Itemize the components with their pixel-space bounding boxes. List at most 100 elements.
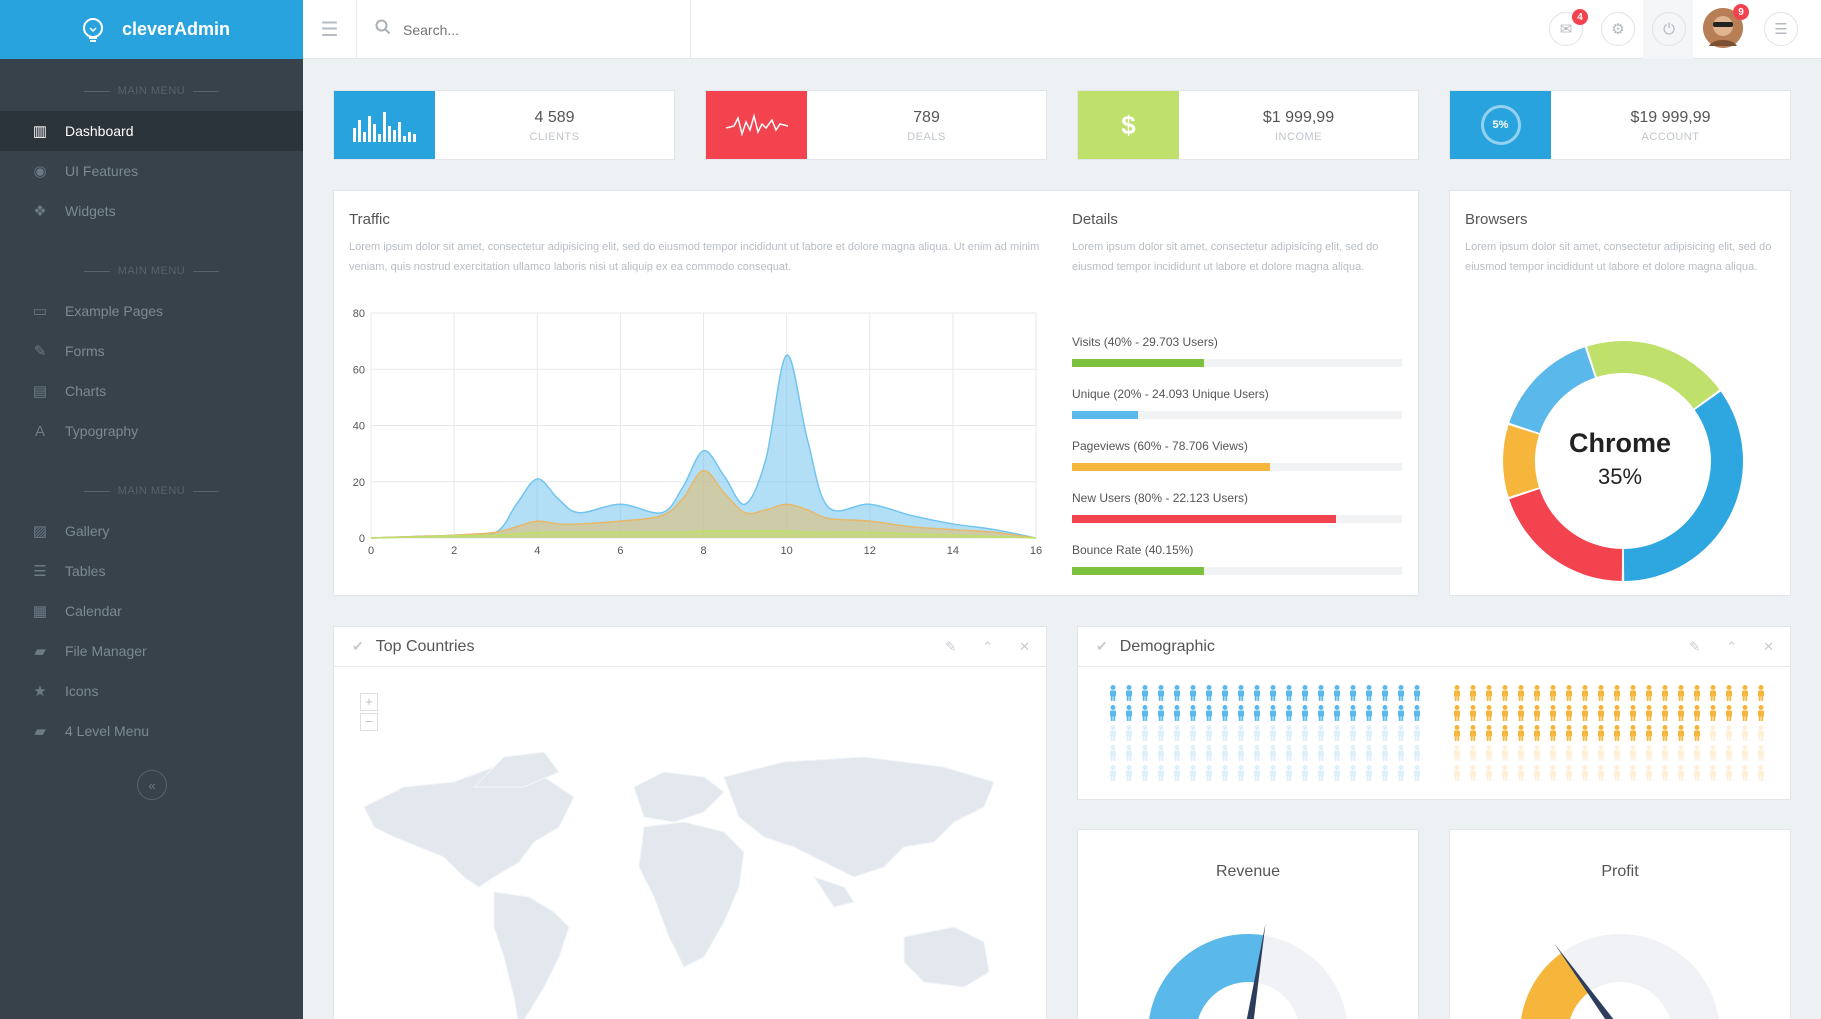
person-icon [1582,765,1588,781]
sidebar-item-label: Charts [65,383,107,399]
y-tick-label: 20 [353,477,365,489]
sidebar-item-example-pages[interactable]: ▭ Example Pages [0,291,303,331]
x-tick-label: 0 [368,545,374,557]
chevron-up-icon[interactable]: ⌃ [1726,638,1738,654]
close-icon[interactable]: ✕ [1763,638,1774,654]
person-icon [1190,685,1196,701]
sidebar-item-icons[interactable]: ★ Icons [0,671,303,711]
donut-slice [1503,425,1540,497]
person-icon [1582,685,1588,701]
close-icon[interactable]: ✕ [1019,638,1030,654]
edit-icon: ✎ [33,343,47,360]
sidebar-item-4-level-menu[interactable]: ▰ 4 Level Menu [0,711,303,751]
person-icon [1710,745,1716,761]
person-icon [1286,765,1292,781]
person-icon [1222,745,1228,761]
sidebar-item-file-manager[interactable]: ▰ File Manager [0,631,303,671]
stat-label: INCOME [1275,131,1322,143]
chevron-up-icon[interactable]: ⌃ [982,638,994,654]
top-countries-panel: ✔ Top Countries ✎ ⌃ ✕ + − [333,626,1047,1019]
person-icon [1318,745,1324,761]
person-icon [1566,745,1572,761]
person-icon [1382,765,1388,781]
person-icon [1254,765,1260,781]
cubes-icon: ❖ [33,203,47,220]
person-icon [1758,705,1764,721]
person-icon [1126,725,1132,741]
person-icon [1726,745,1732,761]
collapse-sidebar-button[interactable]: « [137,770,167,800]
progress-track [1072,411,1402,419]
person-icon [1550,725,1556,741]
person-icon [1470,725,1476,741]
sidebar-item-dashboard[interactable]: ▥ Dashboard [0,111,303,151]
avatar[interactable]: 9 [1703,4,1749,48]
person-icon [1678,685,1684,701]
sidebar-item-tables[interactable]: ☰ Tables [0,551,303,591]
person-icon [1534,765,1540,781]
person-icon [1470,745,1476,761]
sidebar-item-calendar[interactable]: ▦ Calendar [0,591,303,631]
profile-badge: 9 [1733,4,1749,20]
sidebar-item-ui-features[interactable]: ◉ UI Features [0,151,303,191]
person-icon [1350,685,1356,701]
donut-slice [1509,347,1595,433]
sidebar-item-charts[interactable]: ▤ Charts [0,371,303,411]
sidebar-item-typography[interactable]: A Typography [0,411,303,451]
wrench-icon[interactable]: ✎ [945,638,957,654]
progress-track [1072,567,1402,575]
person-icon [1174,765,1180,781]
person-icon [1550,765,1556,781]
person-icon [1414,705,1420,721]
person-icon [1454,685,1460,701]
sidebar-item-widgets[interactable]: ❖ Widgets [0,191,303,231]
person-icon [1486,705,1492,721]
menu-toggle-icon[interactable]: ☰ [303,0,357,59]
person-icon [1206,745,1212,761]
x-tick-label: 6 [617,545,623,557]
brand[interactable]: cleverAdmin [0,0,303,59]
person-icon [1334,745,1340,761]
person-icon [1318,705,1324,721]
zoom-out-button[interactable]: − [360,713,378,731]
sidebar-item-forms[interactable]: ✎ Forms [0,331,303,371]
y-tick-label: 80 [353,308,365,320]
person-icon [1502,725,1508,741]
demographic-panel: ✔ Demographic ✎ ⌃ ✕ [1077,626,1791,800]
person-icon [1598,765,1604,781]
person-icon [1486,685,1492,701]
sidebar-item-gallery[interactable]: ▨ Gallery [0,511,303,551]
power-icon: ⏻ [1663,20,1675,38]
profit-gauge [1521,934,1719,1019]
person-icon [1334,765,1340,781]
person-icon [1534,685,1540,701]
person-icon [1206,765,1212,781]
details-title: Details [1072,211,1118,228]
wrench-icon[interactable]: ✎ [1689,638,1701,654]
person-icon [1222,725,1228,741]
search-input[interactable] [403,21,663,38]
x-tick-label: 16 [1030,545,1042,557]
person-icon [1318,685,1324,701]
stat-value: $1 999,99 [1262,109,1335,126]
person-icon [1350,745,1356,761]
person-icon [1518,705,1524,721]
person-icon [1398,705,1404,721]
person-icon [1678,745,1684,761]
power-button[interactable]: ⏻ [1652,12,1686,46]
series-area [371,470,1036,538]
person-icon [1534,745,1540,761]
person-icon [1566,765,1572,781]
person-icon [1502,685,1508,701]
browsers-panel: Browsers Lorem ipsum dolor sit amet, con… [1449,190,1791,596]
messages-button[interactable]: ✉ 4 [1549,9,1588,46]
progress-fill [1072,463,1270,471]
settings-button[interactable]: ⚙ [1601,12,1635,46]
more-menu-button[interactable]: ☰ [1764,12,1798,46]
person-icon [1238,765,1244,781]
person-icon [1550,745,1556,761]
person-icon [1710,725,1716,741]
zoom-in-button[interactable]: + [360,693,378,711]
sidebar-item-label: Gallery [65,523,110,539]
person-icon [1758,745,1764,761]
